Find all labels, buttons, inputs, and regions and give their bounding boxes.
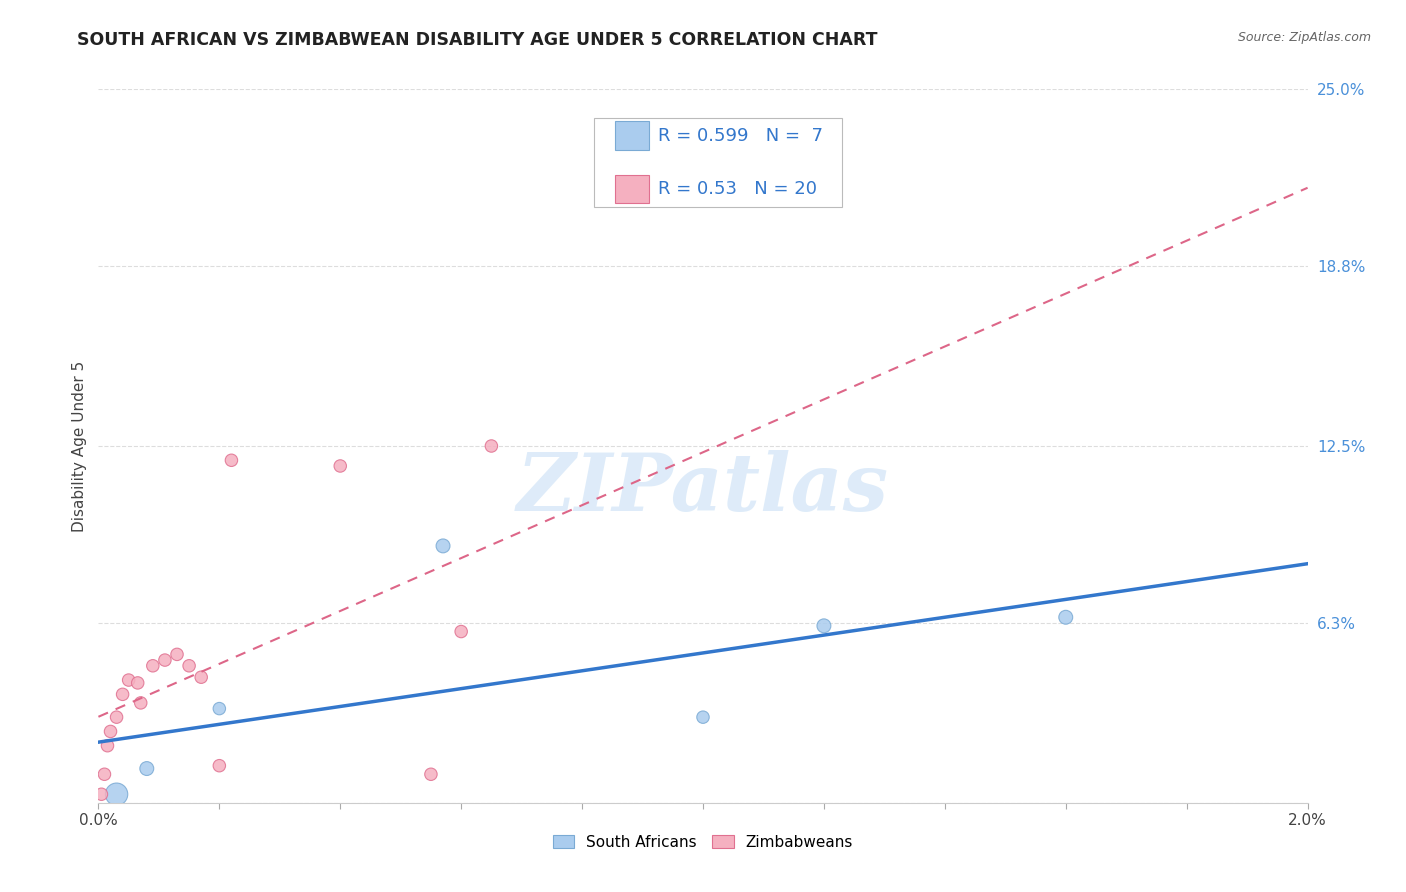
Point xyxy=(100,724,122,739)
Point xyxy=(208,701,231,715)
Point xyxy=(420,767,443,781)
Point xyxy=(813,619,835,633)
Text: Source: ZipAtlas.com: Source: ZipAtlas.com xyxy=(1237,31,1371,45)
Text: SOUTH AFRICAN VS ZIMBABWEAN DISABILITY AGE UNDER 5 CORRELATION CHART: SOUTH AFRICAN VS ZIMBABWEAN DISABILITY A… xyxy=(77,31,877,49)
Point xyxy=(166,648,188,662)
Text: R = 0.53   N = 20: R = 0.53 N = 20 xyxy=(658,180,817,198)
Bar xyxy=(614,175,648,203)
Legend: South Africans, Zimbabweans: South Africans, Zimbabweans xyxy=(547,829,859,855)
Point xyxy=(105,787,128,801)
Point xyxy=(96,739,118,753)
Point xyxy=(190,670,212,684)
Point xyxy=(329,458,352,473)
Point xyxy=(1054,610,1077,624)
Point xyxy=(208,758,231,772)
Point xyxy=(221,453,243,467)
Bar xyxy=(614,121,648,150)
Point xyxy=(129,696,152,710)
Text: R = 0.599   N =  7: R = 0.599 N = 7 xyxy=(658,127,824,145)
Point xyxy=(105,710,128,724)
Point xyxy=(118,673,141,687)
Text: ZIPatlas: ZIPatlas xyxy=(517,450,889,527)
Point xyxy=(179,658,201,673)
Y-axis label: Disability Age Under 5: Disability Age Under 5 xyxy=(72,360,87,532)
Point xyxy=(450,624,472,639)
Point xyxy=(153,653,176,667)
Point xyxy=(111,687,134,701)
Point xyxy=(692,710,714,724)
Point xyxy=(127,676,149,690)
Point xyxy=(432,539,454,553)
Point xyxy=(481,439,503,453)
Point xyxy=(142,658,165,673)
FancyBboxPatch shape xyxy=(595,118,842,207)
Point xyxy=(93,767,115,781)
Point xyxy=(90,787,112,801)
Point xyxy=(135,762,157,776)
